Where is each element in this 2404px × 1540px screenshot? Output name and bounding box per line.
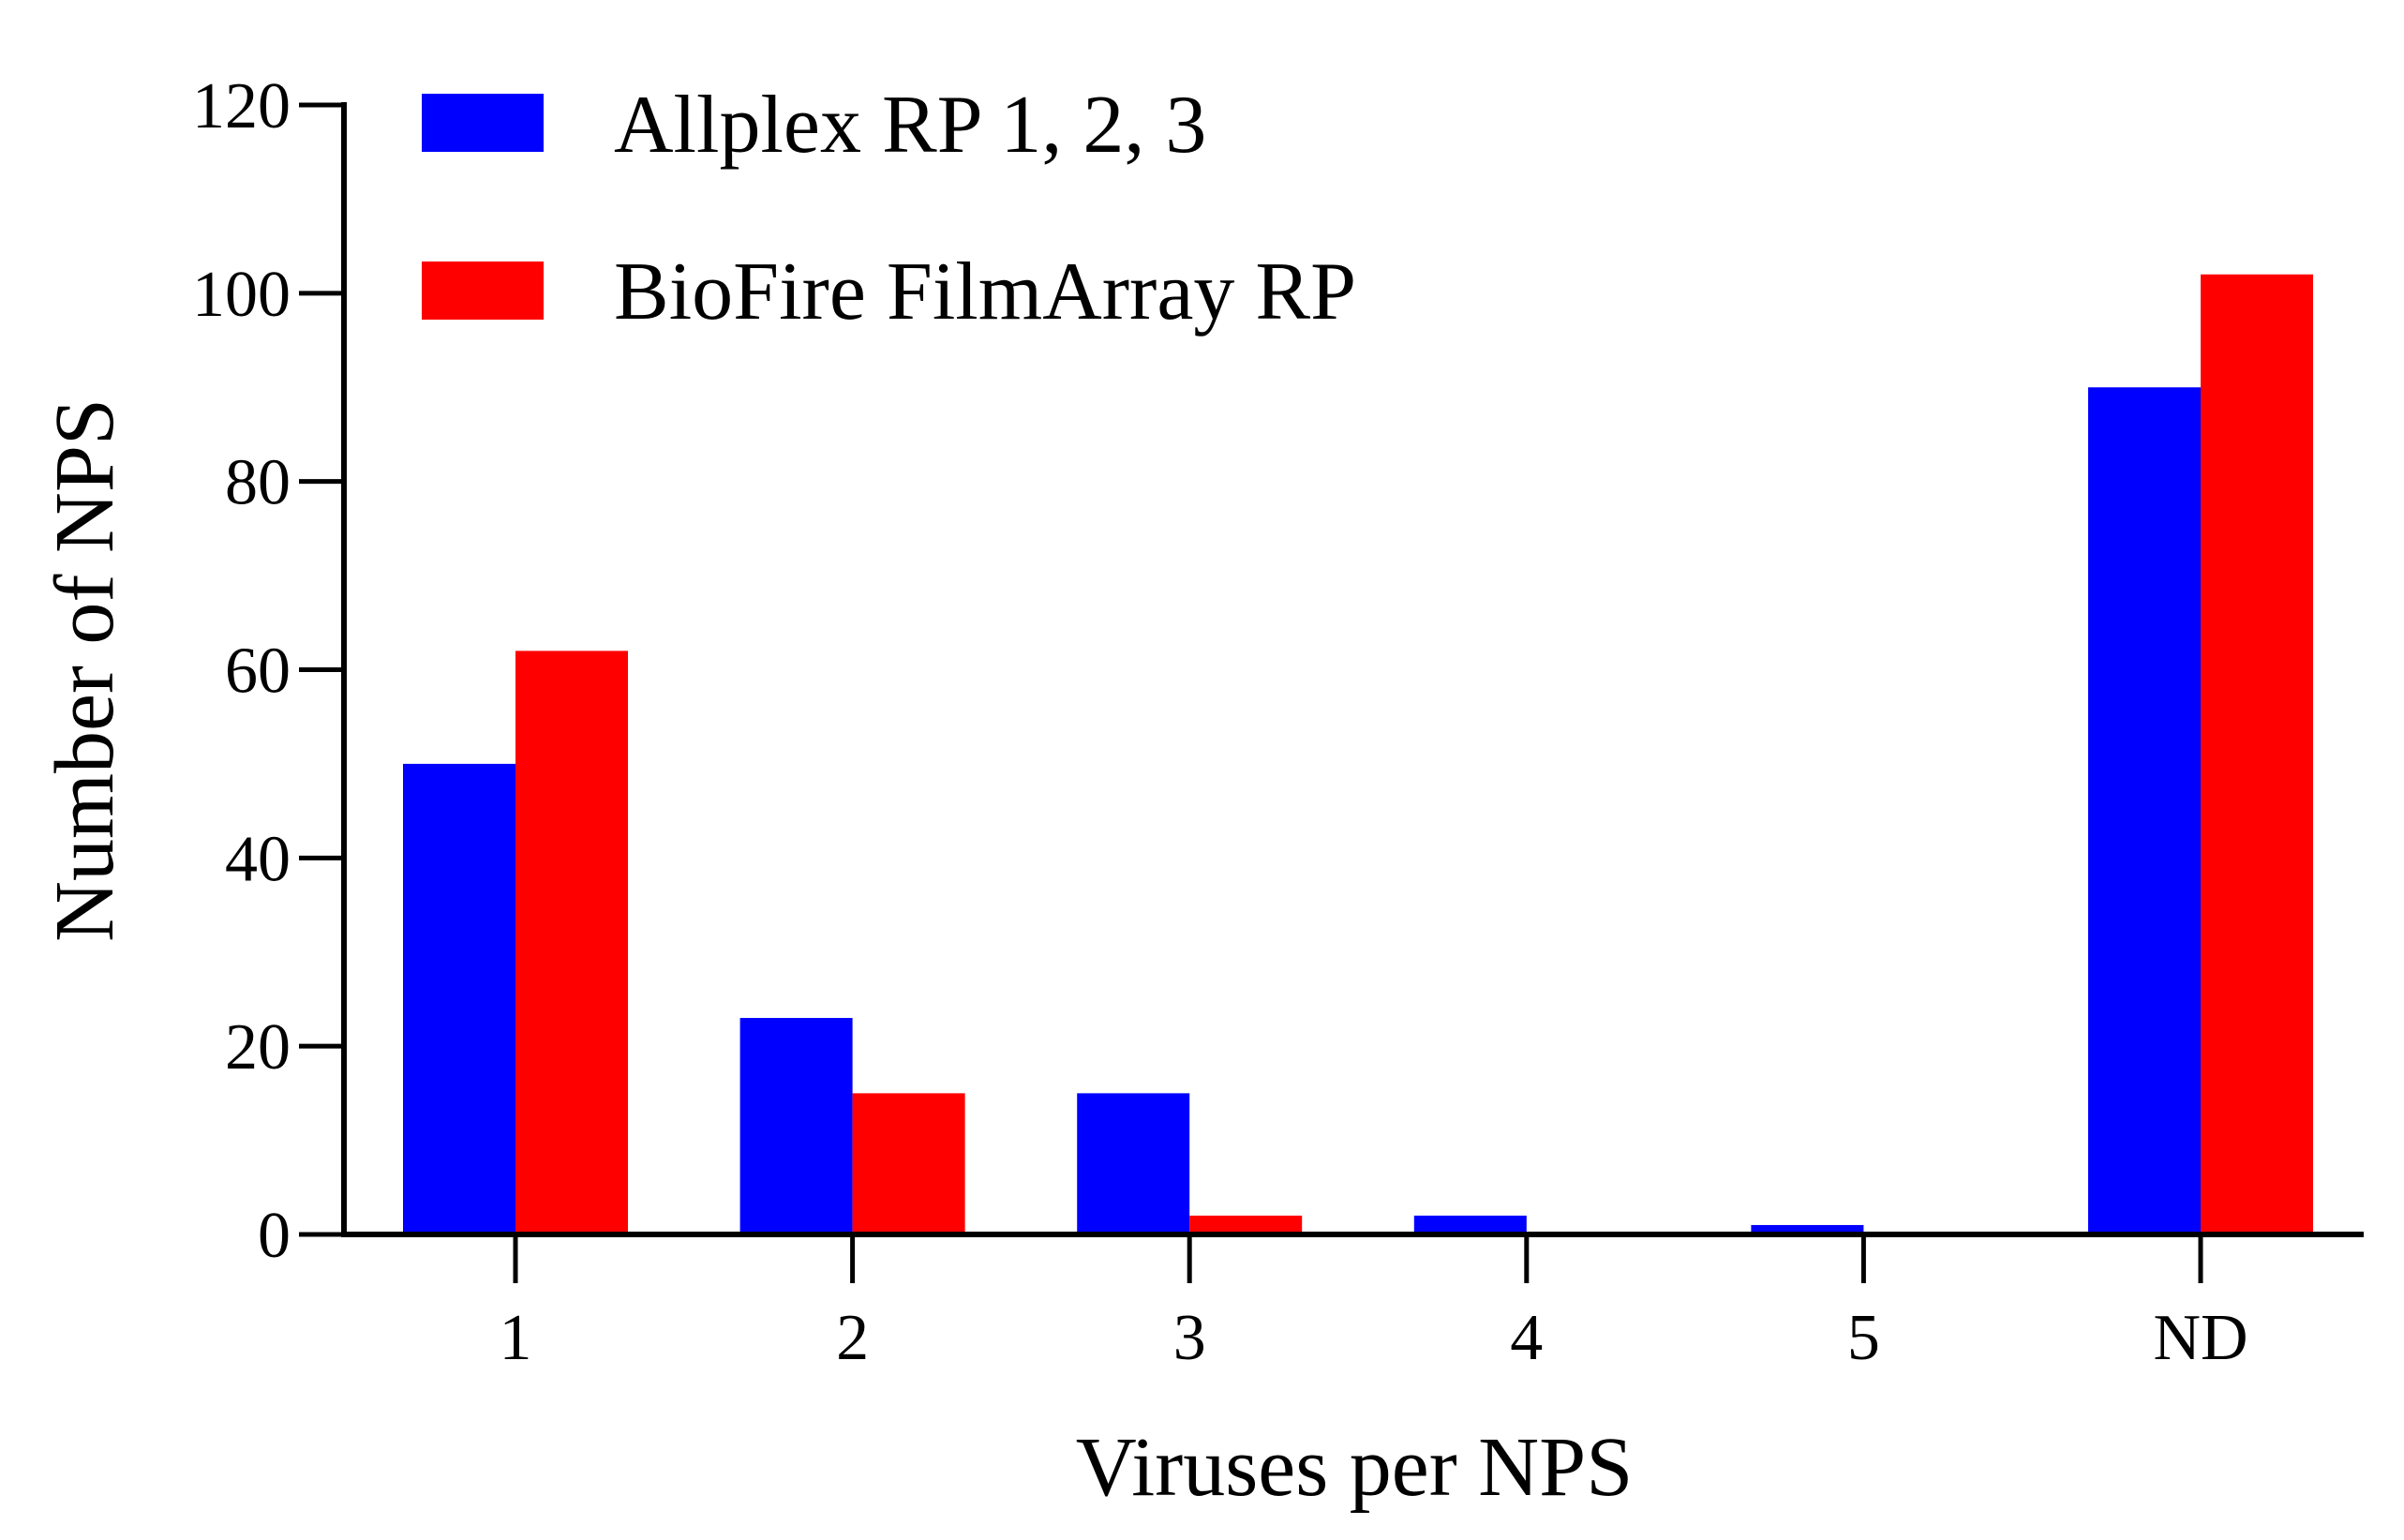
- legend-label-biofire: BioFire FilmArray RP: [614, 247, 1356, 337]
- bar-biofire-3: [1189, 1215, 1303, 1234]
- legend-swatch-biofire: [422, 262, 544, 320]
- x-tick-label: ND: [2153, 1302, 2247, 1374]
- bar-biofire-ND: [2201, 274, 2313, 1234]
- x-tick-label: 1: [500, 1302, 532, 1374]
- bar-allplex-ND: [2088, 387, 2201, 1234]
- y-axis-title: Number of NPS: [38, 398, 131, 942]
- y-tick-label: 60: [225, 635, 291, 708]
- x-axis-title: Viruses per NPS: [1076, 1421, 1634, 1514]
- x-tick-label: 4: [1510, 1302, 1543, 1374]
- x-tick-label: 3: [1173, 1302, 1206, 1374]
- bar-allplex-1: [403, 763, 515, 1234]
- y-tick-label: 120: [192, 70, 291, 142]
- x-tick-label: 2: [836, 1302, 869, 1374]
- legend: Allplex RP 1, 2, 3 BioFire FilmArray RP: [422, 80, 1356, 337]
- bar-allplex-5: [1751, 1224, 1864, 1234]
- bar-allplex-3: [1077, 1093, 1190, 1234]
- x-ticks: 1 2 3 4 5 ND: [500, 1234, 2248, 1374]
- legend-label-allplex: Allplex RP 1, 2, 3: [614, 80, 1206, 171]
- bar-allplex-4: [1413, 1215, 1527, 1234]
- y-tick-label: 80: [225, 447, 291, 519]
- bars-layer: [403, 274, 2313, 1234]
- y-ticks: 0 20 40 60 80 100 120: [192, 70, 344, 1272]
- x-tick-label: 5: [1847, 1302, 1880, 1374]
- bar-biofire-2: [852, 1093, 965, 1234]
- legend-swatch-allplex: [422, 94, 544, 152]
- y-tick-label: 40: [225, 823, 291, 895]
- y-tick-label: 100: [192, 259, 291, 331]
- y-tick-label: 0: [258, 1200, 291, 1272]
- bar-allplex-2: [739, 1018, 853, 1234]
- y-tick-label: 20: [225, 1011, 291, 1084]
- bar-biofire-1: [515, 650, 628, 1234]
